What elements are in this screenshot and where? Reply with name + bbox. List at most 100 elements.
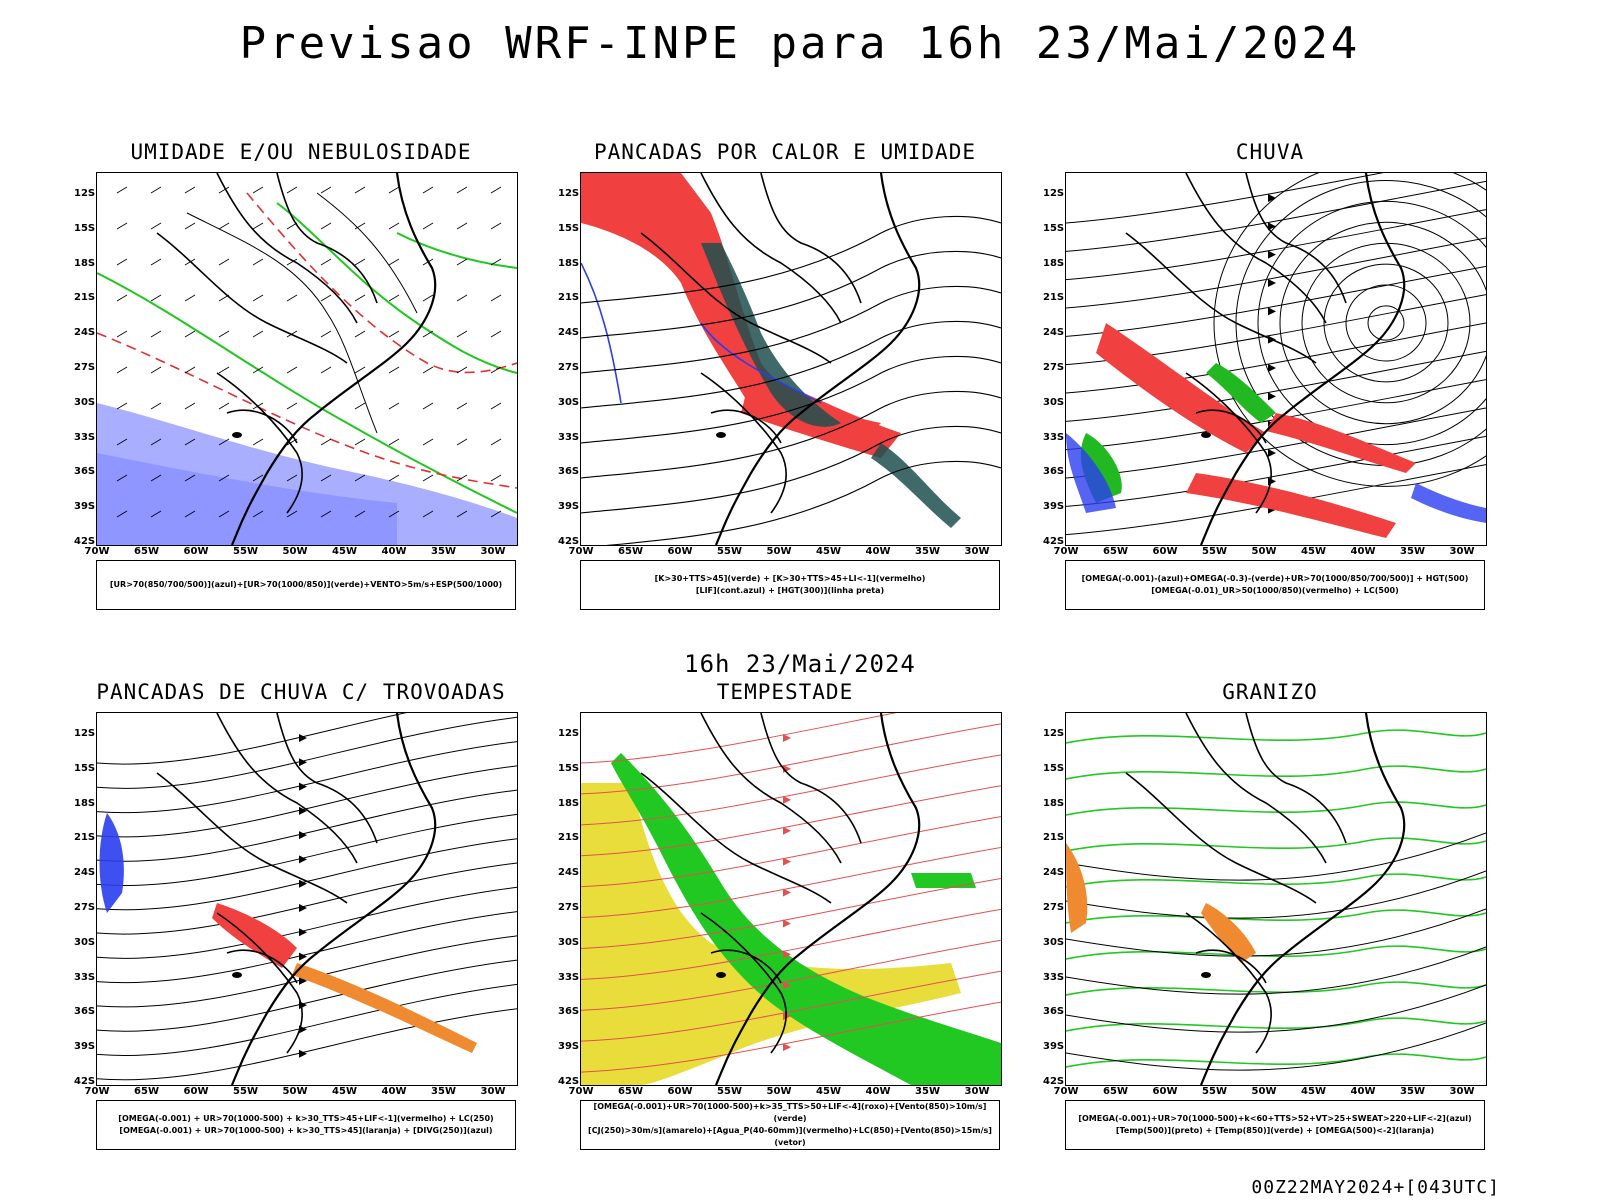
lon-tick-label: 60W [667,1086,693,1097]
map-panel-2: PANCADAS POR CALOR E UMIDADE 12S 15S 18S 21… [540,140,1030,660]
lat-tick-label: 18S [74,257,96,269]
panel-legend: [OMEGA(-0.001)+UR>70(1000-500)+k<60+TTS>… [1065,1100,1485,1150]
lat-tick-label: 33S [558,431,580,443]
lat-tick-label: 12S [558,728,580,739]
lat-tick-label: 18S [1043,797,1065,809]
state-border [700,713,842,864]
lat-tick-label: 24S [558,867,580,879]
lat-tick-label: 39S [1043,501,1065,513]
map-graphic [97,173,517,545]
map-area [580,172,1002,546]
lon-tick-label: 65W [1103,1086,1128,1097]
lat-tick-label: 15S [558,762,580,774]
coastline [1199,173,1406,545]
run-label: 00Z22MAY2024+[043UTC] [1251,1177,1500,1198]
lat-tick-label: 30S [74,396,96,408]
map-panel-5: TEMPESTADE 12S 15S 18S 21S 24S 27S 30S 33S 36S 39… [540,680,1030,1200]
state-border [226,949,298,984]
lake [1201,972,1211,978]
panel-legend: [OMEGA(-0.001)-(azul)+OMEGA(-0.3)-(verde… [1065,560,1485,610]
lon-tick-label: 70W [84,1086,110,1097]
lat-tick-label: 21S [74,832,96,844]
lon-tick-label: 55W [233,1086,258,1097]
lat-tick-label: 42S [558,1076,580,1087]
state-border [710,949,782,984]
map-panel-3: CHUVA 12S 15S 18S 21S 24S 27S 30S 33S 36S 39S 42S 7… [1025,140,1515,660]
state-border [1185,912,1272,1054]
lat-tick-label: 27S [558,362,580,373]
main-title: Previsao WRF-INPE para 16h 23/Mai/2024 [239,18,1361,69]
lat-tick-label: 36S [558,1006,580,1018]
legend-line: [OMEGA(-0.001) + UR>70(1000-500) + k>30_… [118,1114,494,1123]
lat-tick-label: 27S [1043,902,1065,913]
lon-tick-label: 55W [233,546,258,557]
lat-tick-label: 39S [74,1041,96,1053]
lat-tick-label: 24S [558,327,580,339]
lat-tick-label: 30S [558,396,580,408]
state-border [1185,372,1272,514]
lat-tick-label: 15S [1043,762,1065,774]
state-border [216,912,303,1054]
state-border [156,772,348,904]
lon-tick-label: 60W [667,546,693,557]
state-border [640,772,832,904]
lat-tick-label: 24S [1043,327,1065,339]
lon-tick-label: 35W [431,546,456,557]
lon-tick-label: 35W [1400,1086,1425,1097]
lon-tick-label: 40W [865,546,891,557]
lat-tick-label: 21S [1043,832,1065,844]
lon-tick-label: 50W [766,546,792,557]
legend-line: [OMEGA(-0.001)+UR>70(1000-500)+k<60+TTS>… [1078,1114,1472,1123]
lon-tick-label: 70W [84,546,110,557]
lat-tick-label: 36S [558,466,580,478]
lon-tick-label: 60W [183,546,209,557]
lon-tick-label: 55W [717,546,742,557]
lake [232,972,242,978]
lon-tick-label: 70W [1053,546,1079,557]
map-area [580,712,1002,1086]
lon-tick-label: 40W [865,1086,891,1097]
panel-title: PANCADAS DE CHUVA C/ TROVOADAS [96,680,506,704]
lon-tick-label: 45W [332,546,357,557]
panel-title: PANCADAS POR CALOR E UMIDADE [593,140,976,164]
legend-line: [OMEGA(-0.001)-(azul)+OMEGA(-0.3)-(verde… [1081,574,1469,583]
lon-tick-label: 35W [915,1086,940,1097]
lat-tick-label: 12S [558,188,580,199]
state-border [156,232,348,364]
state-border [1195,409,1267,444]
lon-tick-label: 35W [431,1086,456,1097]
lat-tick-label: 18S [558,797,580,809]
panel-title: CHUVA [1235,140,1305,164]
state-border [700,912,787,1054]
lon-tick-label: 30W [964,546,990,557]
lon-tick-label: 70W [1053,1086,1079,1097]
state-border [760,173,862,304]
lon-tick-label: 30W [480,1086,506,1097]
state-border [1195,949,1267,984]
lat-tick-label: 36S [1043,466,1065,478]
lon-tick-label: 45W [332,1086,357,1097]
lat-tick-label: 39S [1043,1041,1065,1053]
lat-tick-label: 24S [74,867,96,879]
lat-tick-label: 30S [1043,396,1065,408]
lon-tick-label: 70W [568,546,594,557]
state-border [216,173,358,324]
lon-tick-label: 50W [282,1086,308,1097]
lat-tick-label: 30S [558,936,580,948]
state-border [1125,772,1317,904]
lon-tick-label: 45W [816,1086,841,1097]
lat-tick-label: 15S [1043,222,1065,234]
lat-tick-label: 24S [1043,867,1065,879]
lon-tick-label: 35W [915,546,940,557]
legend-line: [UR>70(850/700/500)](azul)+[UR>70(1000/8… [109,580,503,589]
lon-tick-label: 65W [618,546,643,557]
lake [716,432,726,438]
lat-tick-label: 27S [558,902,580,913]
state-border [1125,232,1317,364]
lon-tick-label: 45W [1301,1086,1326,1097]
lake [716,972,726,978]
mid-timestamp: 16h 23/Mai/2024 [684,650,916,678]
lat-tick-label: 36S [74,466,96,478]
lon-tick-label: 65W [1103,546,1128,557]
lon-tick-label: 60W [183,1086,209,1097]
